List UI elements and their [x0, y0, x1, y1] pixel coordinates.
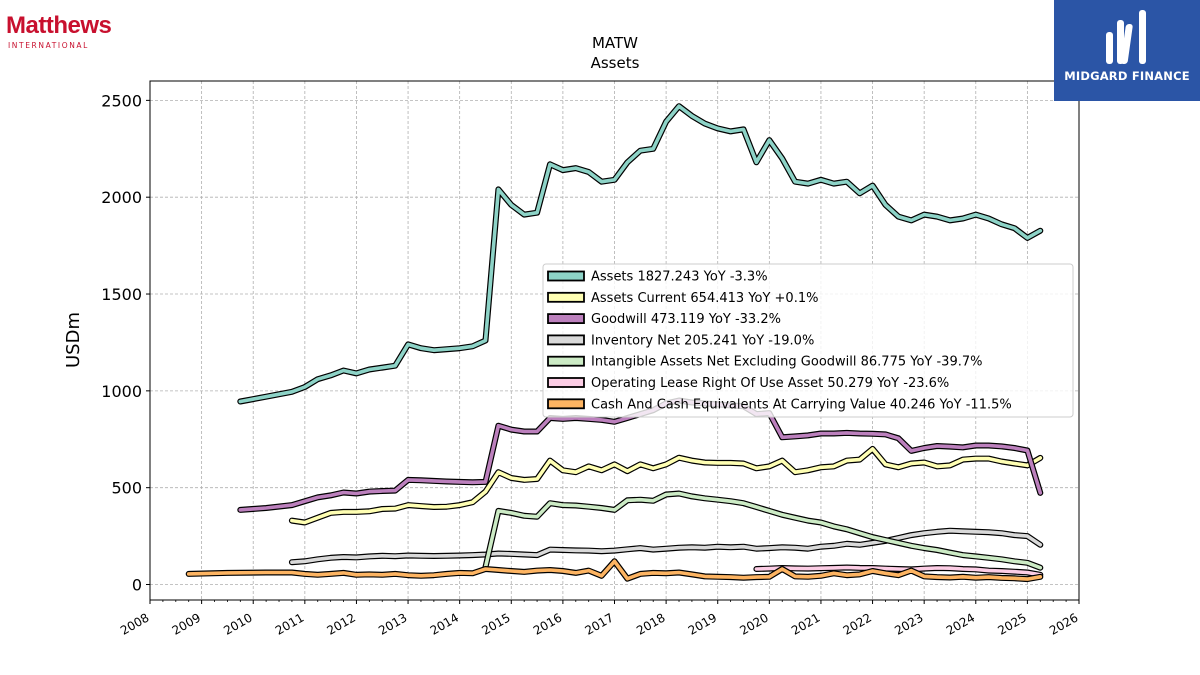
legend-entry: Assets Current 654.413 YoY +0.1% — [591, 291, 818, 306]
x-tick-label: 2017 — [583, 610, 616, 637]
series-6 — [185, 558, 1044, 583]
y-tick-label: 1500 — [101, 285, 142, 304]
legend-swatch — [547, 334, 585, 346]
x-tick-label: 2019 — [686, 610, 719, 637]
legend-swatch — [547, 270, 585, 282]
x-tick-label: 2025 — [995, 610, 1028, 637]
legend: Assets 1827.243 YoY -3.3% Assets Current … — [542, 263, 1074, 418]
legend-entry: Assets 1827.243 YoY -3.3% — [591, 270, 768, 285]
series-line — [290, 447, 1043, 525]
logo-brand-text: Matthews — [6, 12, 112, 39]
legend-entry: Inventory Net 205.241 YoY -19.0% — [591, 333, 814, 348]
legend-entry: Goodwill 473.119 YoY -33.2% — [591, 312, 781, 327]
y-tick-label: 0 — [132, 576, 142, 595]
legend-swatch — [547, 355, 585, 367]
y-tick-label: 1000 — [101, 382, 142, 401]
x-tick-label: 2026 — [1047, 610, 1080, 637]
x-tick-label: 2018 — [634, 610, 667, 637]
x-tick-label: 2020 — [737, 610, 770, 637]
x-tick-label: 2021 — [789, 610, 822, 637]
y-tick-label: 2500 — [101, 91, 142, 110]
x-tick-label: 2024 — [944, 610, 977, 637]
y-axis-label: USDm — [63, 312, 84, 368]
legend-entry: Intangible Assets Net Excluding Goodwill… — [591, 355, 982, 370]
chart-subtitle: Assets — [591, 54, 640, 72]
x-tick-label: 2022 — [841, 610, 874, 637]
legend-swatch — [547, 398, 585, 410]
x-tick-label: 2023 — [892, 610, 925, 637]
y-tick-label: 500 — [111, 479, 142, 498]
series-group — [185, 103, 1044, 583]
legend-entry: Cash And Cash Equivalents At Carrying Va… — [591, 397, 1012, 412]
series-line — [238, 104, 1043, 404]
x-tick-label: 2016 — [531, 610, 564, 637]
midgard-mark-icon — [1106, 10, 1146, 64]
series-1 — [288, 445, 1044, 526]
logo-brand-subtext: INTERNATIONAL — [8, 41, 89, 50]
series-0 — [237, 103, 1044, 405]
legend-swatch — [547, 377, 585, 388]
x-tick-label: 2014 — [428, 610, 461, 637]
series-line — [483, 491, 1043, 570]
x-tick-label: 2013 — [376, 610, 409, 637]
series-line — [754, 565, 1043, 577]
series-4 — [482, 490, 1044, 571]
x-tick-label: 2012 — [324, 610, 357, 637]
series-3 — [288, 527, 1044, 566]
series-line — [186, 559, 1043, 581]
legend-box — [542, 263, 1074, 418]
legend-swatch — [547, 291, 585, 303]
x-tick-label: 2011 — [273, 610, 306, 637]
midgard-logo-label: MIDGARD FINANCE — [1064, 69, 1190, 83]
series-line — [290, 528, 1043, 564]
y-tick-label: 2000 — [101, 188, 142, 207]
x-tick-label: 2015 — [479, 610, 512, 637]
x-axis: 2008 2009 2010 2011 2012 2013 2014 2015 2016 2017… — [118, 600, 1081, 638]
x-tick-label: 2009 — [170, 610, 203, 637]
legend-entry: Operating Lease Right Of Use Asset 50.27… — [591, 376, 949, 391]
x-tick-label: 2008 — [118, 610, 151, 637]
chart-title: MATW — [592, 34, 638, 52]
y-axis: 0 500 1000 1500 2000 2500 — [101, 91, 150, 595]
x-tick-label: 2010 — [221, 610, 254, 637]
series-5 — [753, 564, 1044, 578]
matthews-logo: Matthews INTERNATIONAL — [6, 12, 112, 51]
midgard-finance-logo: MIDGARD FINANCE — [1054, 0, 1200, 101]
legend-swatch — [547, 313, 585, 325]
